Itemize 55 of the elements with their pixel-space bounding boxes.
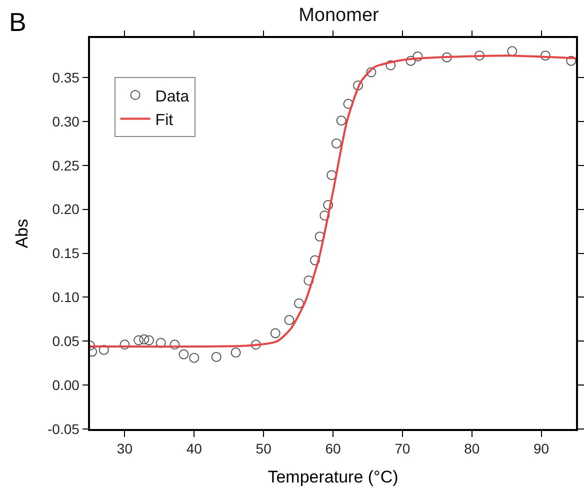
legend-label: Fit — [155, 112, 174, 130]
point — [352, 80, 363, 90]
point — [412, 51, 423, 62]
point — [270, 328, 280, 338]
point — [304, 276, 314, 286]
text: B — [9, 7, 26, 37]
point — [320, 210, 330, 220]
point — [156, 338, 166, 348]
x-tick-label: 60 — [325, 440, 341, 457]
point — [144, 335, 154, 346]
point — [134, 335, 144, 346]
y-tick-label: 0.05 — [52, 333, 80, 350]
point — [178, 349, 189, 360]
point — [323, 200, 334, 210]
point — [406, 56, 416, 66]
y-tick-label: 0.00 — [52, 376, 80, 393]
point — [294, 298, 304, 308]
point — [366, 67, 376, 78]
x-axis-title: Temperature (°C) — [268, 467, 398, 486]
x-tick-label: 50 — [256, 440, 272, 457]
point — [331, 138, 342, 148]
x-tick-label: 30 — [116, 440, 133, 457]
point — [98, 344, 109, 355]
chart-title: Monomer — [298, 4, 380, 26]
y-tick-label: 0.10 — [52, 289, 80, 306]
point — [540, 50, 550, 61]
x-tick-label: 70 — [394, 440, 410, 457]
y-axis-title: Abs — [12, 218, 32, 248]
y-tick-label: -0.05 — [48, 420, 80, 437]
point — [336, 116, 346, 126]
point — [442, 52, 452, 62]
point — [189, 352, 200, 363]
point — [507, 46, 518, 56]
point — [230, 348, 241, 358]
point — [170, 340, 180, 350]
point — [284, 315, 294, 326]
point — [211, 352, 222, 362]
point — [343, 98, 354, 109]
point — [120, 340, 130, 350]
x-tick-label: 80 — [464, 440, 480, 457]
y-tick-label: 0.25 — [52, 157, 80, 174]
point — [310, 255, 320, 266]
point — [386, 60, 396, 70]
point — [250, 340, 261, 350]
x-tick-label: 40 — [186, 440, 202, 457]
legend-label: Data — [155, 88, 190, 106]
point — [326, 170, 337, 180]
y-tick-label: 0.20 — [52, 201, 80, 218]
y-tick-label: 0.30 — [52, 113, 80, 130]
x-tick-label: 90 — [534, 440, 550, 457]
y-tick-label: 0.35 — [52, 69, 80, 86]
point — [566, 56, 576, 66]
point — [474, 50, 484, 61]
y-tick-label: 0.15 — [52, 245, 80, 262]
point — [139, 334, 150, 344]
